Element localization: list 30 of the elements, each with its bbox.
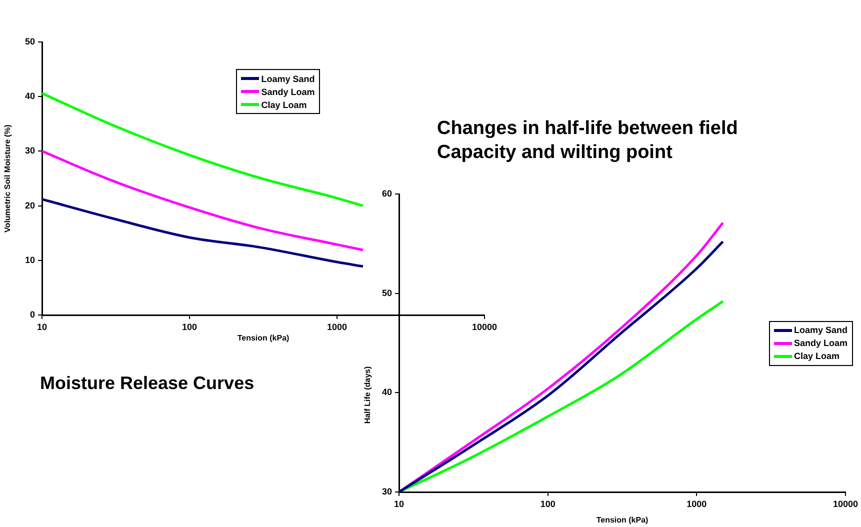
- y-tick-label: 60: [382, 188, 392, 198]
- y-axis-title: Half Life (days): [363, 366, 372, 424]
- y-tick-label: 50: [24, 36, 35, 46]
- legend-label: Sandy Loam: [260, 86, 315, 98]
- y-tick-label: 30: [24, 146, 35, 156]
- legend-label: Sandy Loam: [793, 337, 848, 350]
- y-tick-label: 30: [382, 486, 392, 496]
- legend-label: Loamy Sand: [793, 324, 848, 336]
- x-tick-label: 10000: [472, 322, 497, 332]
- x-axis-title: Tension (kPa): [596, 515, 649, 524]
- x-tick-label: 100: [182, 322, 198, 332]
- x-tick-label: 1000: [686, 498, 707, 509]
- x-tick-label: 10: [394, 498, 404, 509]
- x-tick-label: 1000: [326, 322, 348, 332]
- legend-label: Clay Loam: [793, 350, 841, 362]
- x-axis-title: Tension (kPa): [237, 333, 290, 342]
- x-tick-label: 100: [540, 498, 556, 509]
- y-tick-label: 40: [382, 387, 392, 398]
- y-axis-title: Volumetric Soil Moisture (%): [3, 124, 12, 232]
- text: Moisture Release Curves: [40, 373, 254, 394]
- y-tick-label: 0: [30, 309, 35, 320]
- chart-title: Changes in half-life between field Capacity and wilting point: [437, 117, 739, 165]
- legend-label: Loamy Sand: [260, 72, 315, 85]
- x-tick-label: 10: [36, 322, 48, 332]
- x-tick-label: 10000: [832, 498, 858, 509]
- legend-label: Clay Loam: [260, 98, 308, 111]
- y-tick-label: 20: [24, 200, 35, 210]
- y-tick-label: 10: [24, 254, 35, 265]
- y-tick-label: 40: [24, 91, 35, 102]
- y-tick-label: 50: [382, 288, 392, 298]
